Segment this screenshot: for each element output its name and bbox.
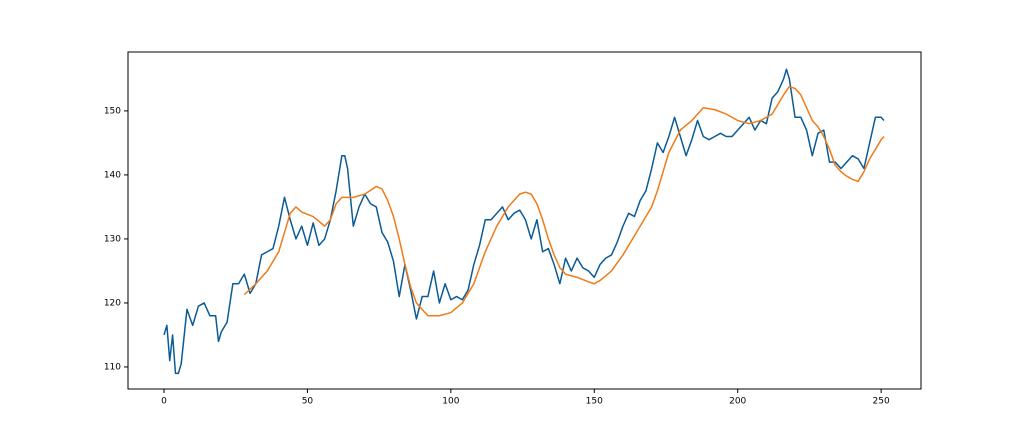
line-series (243, 85, 885, 317)
x-tick-label: 0 (161, 397, 167, 407)
y-tick-label: 140 (104, 170, 121, 180)
axes-frame (127, 51, 922, 390)
x-tick-label: 250 (873, 397, 890, 407)
y-tick-label: 130 (104, 234, 121, 244)
x-tick-label: 50 (302, 397, 314, 407)
x-tick-label: 150 (586, 397, 603, 407)
x-tick-label: 100 (442, 397, 459, 407)
x-tick-label: 200 (729, 397, 746, 407)
y-tick-label: 150 (104, 106, 121, 116)
y-tick-label: 110 (104, 362, 121, 372)
line-series (163, 68, 885, 375)
y-tick-label: 120 (104, 298, 121, 308)
